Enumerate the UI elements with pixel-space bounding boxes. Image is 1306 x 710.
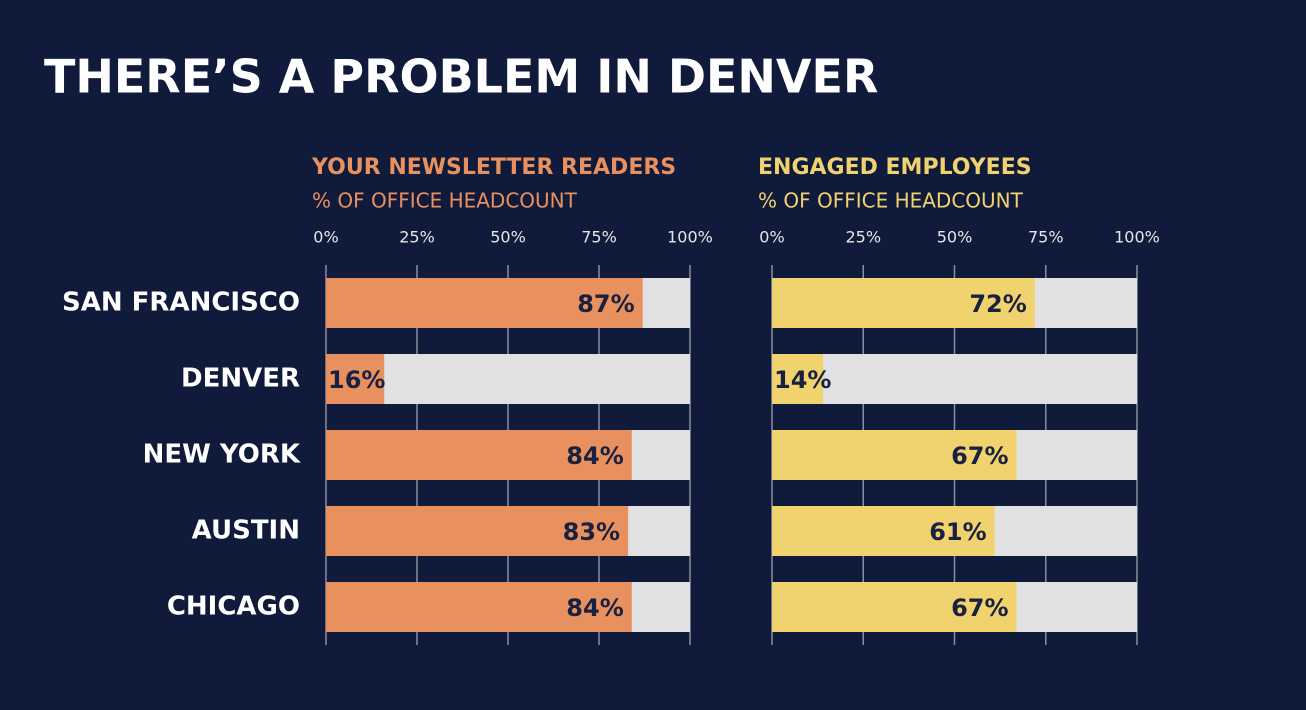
bar-track [326, 354, 690, 404]
data-label: 67% [951, 442, 1008, 470]
data-label: 84% [566, 442, 623, 470]
x-tick-label: 100% [1114, 228, 1160, 247]
x-tick-label: 0% [313, 228, 338, 247]
data-label: 67% [951, 594, 1008, 622]
bar-track [772, 354, 1137, 404]
bar [326, 506, 629, 556]
bar [772, 354, 824, 404]
chart-subtitle: % OF OFFICE HEADCOUNT [758, 189, 1024, 213]
category-label: CHICAGO [167, 592, 300, 622]
chart-title: ENGAGED EMPLOYEES [758, 155, 1032, 180]
data-label: 84% [566, 594, 623, 622]
bar [772, 582, 1017, 632]
bar [326, 354, 385, 404]
category-label: DENVER [181, 364, 300, 394]
bar [326, 582, 632, 632]
chart-subtitle: % OF OFFICE HEADCOUNT [312, 189, 578, 213]
x-tick-label: 50% [937, 228, 973, 247]
data-label: 72% [969, 290, 1026, 318]
x-tick-label: 75% [1028, 228, 1064, 247]
bar [772, 278, 1035, 328]
category-label: NEW YORK [143, 440, 301, 470]
data-label: 14% [774, 366, 831, 394]
data-label: 61% [929, 518, 986, 546]
x-tick-label: 25% [399, 228, 435, 247]
x-tick-label: 50% [490, 228, 526, 247]
bar [772, 506, 995, 556]
data-label: 87% [577, 290, 634, 318]
bar [326, 430, 632, 480]
chart-title: YOUR NEWSLETTER READERS [311, 155, 676, 180]
page-title: THERE’S A PROBLEM IN DENVER [44, 50, 878, 104]
category-label: SAN FRANCISCO [62, 288, 300, 318]
data-label: 83% [563, 518, 620, 546]
category-label: AUSTIN [192, 516, 300, 546]
bar [326, 278, 643, 328]
x-tick-label: 100% [667, 228, 713, 247]
data-label: 16% [328, 366, 385, 394]
x-tick-label: 75% [581, 228, 617, 247]
x-tick-label: 25% [845, 228, 881, 247]
bar [772, 430, 1017, 480]
x-tick-label: 0% [759, 228, 784, 247]
